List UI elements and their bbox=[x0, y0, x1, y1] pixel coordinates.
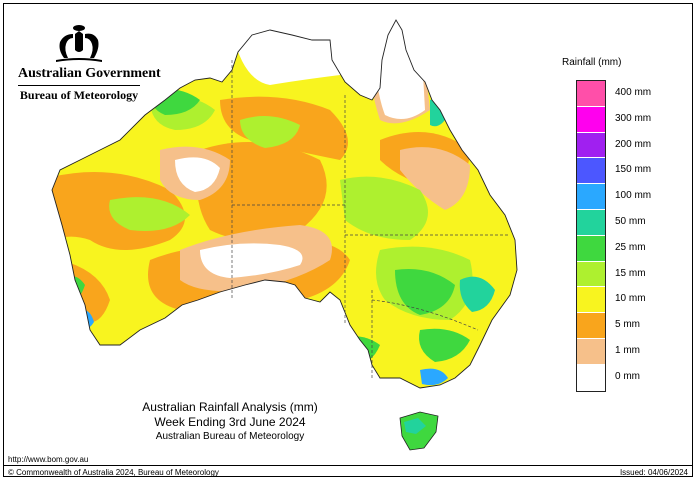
state-borders bbox=[231, 60, 508, 380]
legend-swatch bbox=[577, 106, 605, 133]
issued-date: Issued: 04/06/2024 bbox=[619, 468, 688, 477]
legend-label: 25 mm bbox=[615, 241, 646, 253]
coat-of-arms-icon bbox=[56, 25, 102, 62]
rainfall-fill bbox=[52, 20, 517, 388]
coastline bbox=[51, 19, 518, 389]
agency-name: Bureau of Meteorology bbox=[19, 88, 139, 102]
legend-label: 150 mm bbox=[615, 164, 652, 176]
legend-label: 0 mm bbox=[615, 370, 640, 382]
legend-label: 1 mm bbox=[615, 344, 640, 356]
rainfall-legend bbox=[576, 80, 606, 392]
legend-swatch bbox=[577, 209, 605, 236]
legend-swatch bbox=[577, 364, 605, 391]
map-source: Australian Bureau of Meteorology bbox=[155, 431, 305, 442]
legend-label: 100 mm bbox=[615, 190, 652, 202]
legend-swatch bbox=[577, 287, 605, 314]
legend-swatch bbox=[577, 158, 605, 185]
legend-label: 10 mm bbox=[615, 293, 646, 305]
legend-swatch bbox=[577, 235, 605, 262]
legend-swatch bbox=[577, 184, 605, 210]
footer-divider bbox=[3, 465, 693, 466]
map-title: Australian Rainfall Analysis (mm) bbox=[142, 400, 318, 414]
legend-swatch bbox=[577, 313, 605, 339]
legend-label: 50 mm bbox=[615, 215, 646, 227]
government-name: Australian Government bbox=[18, 66, 161, 81]
legend-title: Rainfall (mm) bbox=[562, 57, 622, 68]
legend-label: 5 mm bbox=[615, 319, 640, 331]
map-title-block: Australian Rainfall Analysis (mm) Week E… bbox=[130, 400, 330, 443]
header-divider bbox=[18, 85, 140, 86]
website-link[interactable]: http://www.bom.gov.au bbox=[8, 455, 89, 464]
government-header: Australian Government Bureau of Meteorol… bbox=[18, 20, 161, 102]
legend-label: 300 mm bbox=[615, 112, 652, 124]
legend-swatch bbox=[577, 81, 605, 107]
legend-swatch bbox=[577, 132, 605, 159]
copyright-notice: © Commonwealth of Australia 2024, Bureau… bbox=[8, 468, 219, 477]
legend-swatch bbox=[577, 261, 605, 288]
map-period: Week Ending 3rd June 2024 bbox=[154, 415, 306, 429]
tasmania bbox=[399, 411, 439, 451]
map-frame bbox=[3, 3, 693, 477]
legend-label: 15 mm bbox=[615, 267, 646, 279]
legend-label: 400 mm bbox=[615, 86, 652, 98]
legend-label: 200 mm bbox=[615, 138, 652, 150]
legend-swatch bbox=[577, 338, 605, 365]
